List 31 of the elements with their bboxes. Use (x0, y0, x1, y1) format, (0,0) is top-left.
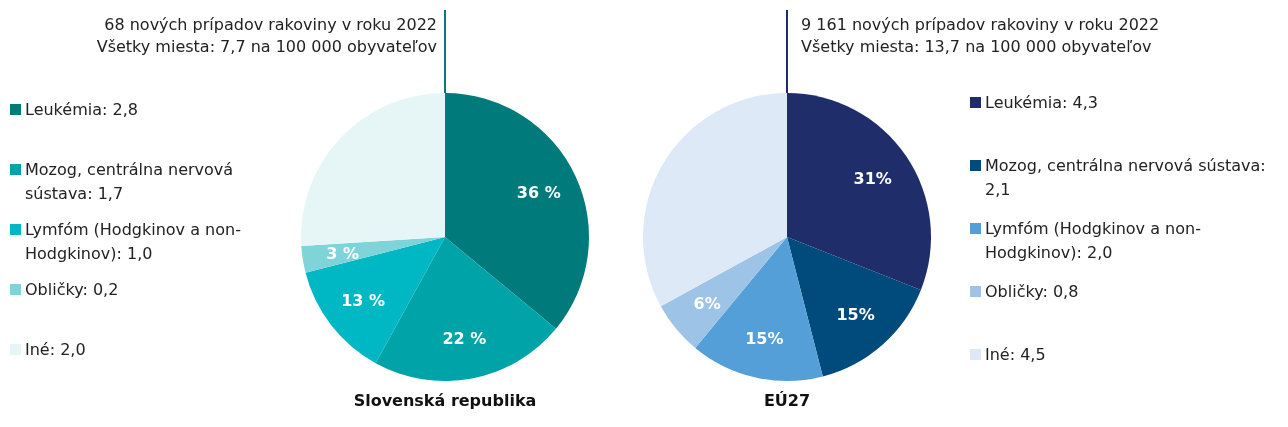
legend-label: Obličky: 0,2 (25, 280, 119, 299)
text: Slovenská republika (353, 391, 537, 410)
legend-label: Mozog, centrálna nervová sústava: 2,1 (985, 156, 1266, 199)
pie-slice (305, 237, 445, 364)
data-label: 13 % (341, 291, 386, 311)
legend-label: Mozog, centrálna nervová sústava: 1,7 (25, 160, 234, 203)
legend-label: Leukémia: 4,3 (985, 93, 1098, 112)
data-label: 3 % (326, 243, 359, 263)
pie-slice (643, 93, 787, 307)
pie-slice (301, 237, 445, 273)
pie-slice (660, 237, 787, 348)
data-label: 6% (693, 293, 721, 313)
pie-slice (301, 93, 445, 247)
pie-slice (787, 93, 931, 291)
pie-slice (787, 237, 921, 377)
pie-slice (695, 237, 823, 381)
legend-label: Iné: 2,0 (25, 340, 86, 359)
data-label: 22 % (442, 329, 487, 349)
legend-label: Leukémia: 2,8 (25, 100, 138, 119)
pie-slice (445, 93, 589, 329)
data-label: 36 % (516, 183, 561, 203)
data-label: 31% (853, 169, 892, 189)
legend-label: Iné: 4,5 (985, 345, 1046, 364)
legend-label: Lymfóm (Hodgkinov a non-Hodgkinov): 2,0 (985, 219, 1201, 262)
legend-label: Lymfóm (Hodgkinov a non-Hodgkinov): 1,0 (25, 220, 241, 263)
chart-subtitle: 68 nových prípadov rakoviny v roku 2022 Všetky miesta: 7,7 na 100 000 obyvateľov (96, 15, 437, 56)
data-label: 15% (836, 305, 875, 325)
data-label: 15% (745, 328, 784, 348)
text: EÚ27 (763, 391, 811, 410)
chart-subtitle: 9 161 nových prípadov rakoviny v roku 2022 Všetky miesta: 13,7 na 100 000 obyvateľov (801, 15, 1160, 56)
legend-label: Obličky: 0,8 (985, 282, 1079, 301)
